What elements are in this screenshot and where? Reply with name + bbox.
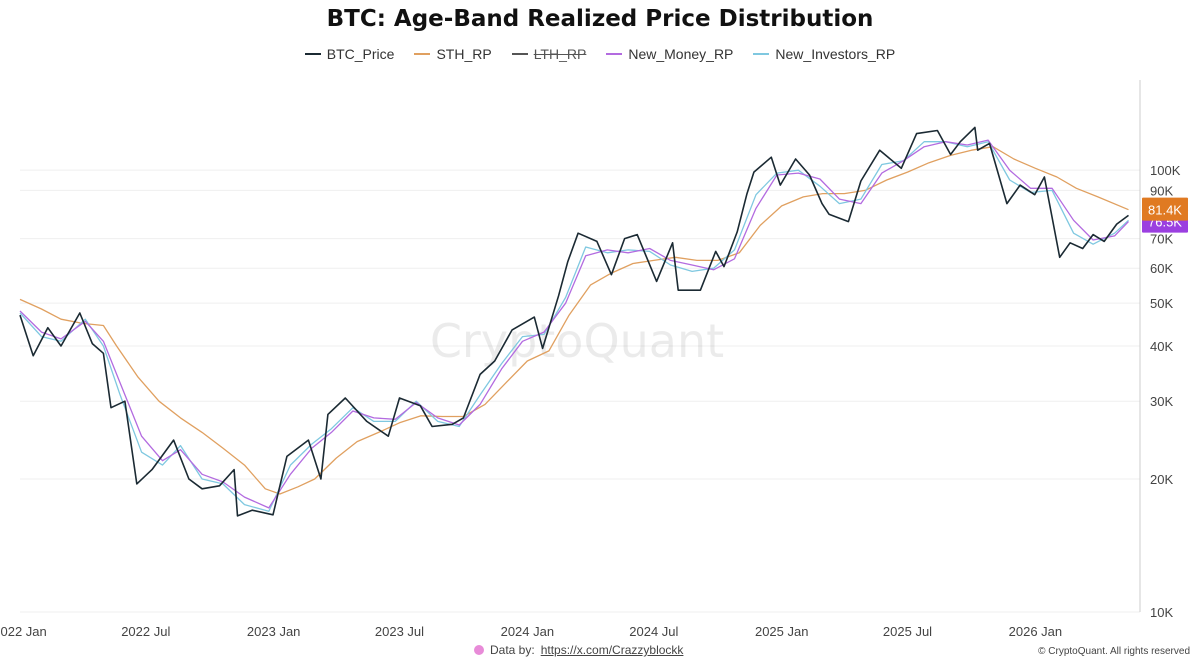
y-tick-label: 100K: [1150, 163, 1181, 178]
legend-item-btc-price[interactable]: BTC_Price: [304, 46, 395, 62]
x-tick-label: 2025 Jan: [755, 624, 809, 639]
series-layer: [19, 126, 1129, 517]
x-tick-label: 2022 Jan: [0, 624, 47, 639]
watermark: CryptoQuant: [430, 314, 724, 368]
series-line-new-money-rp: [19, 139, 1129, 509]
legend-label: STH_RP: [436, 46, 492, 62]
legend-label: LTH_RP: [533, 46, 587, 62]
x-tick-label: 2024 Jul: [629, 624, 678, 639]
legend-item-sth-rp[interactable]: STH_RP: [414, 46, 492, 62]
legend: BTC_Price STH_RP LTH_RP New_Money_RP New_Inv…: [0, 46, 1200, 62]
x-tick-label: 2024 Jan: [501, 624, 555, 639]
series-line-sth-rp: [19, 146, 1129, 495]
x-tick-label: 2023 Jan: [247, 624, 301, 639]
end-badge: 81.4K: [1142, 197, 1188, 221]
end-badge-text: 81.4K: [1148, 203, 1182, 218]
x-tick-label: 2025 Jul: [883, 624, 932, 639]
y-tick-label: 90K: [1150, 183, 1173, 198]
y-tick-label: 10K: [1150, 605, 1173, 620]
x-tick-labels: 2022 Jan 2022 Jul 2023 Jan 2023 Jul 2024 Jan…: [0, 624, 1062, 639]
legend-item-new-money-rp[interactable]: New_Money_RP: [606, 46, 733, 62]
y-tick-label: 60K: [1150, 261, 1173, 276]
data-dot-icon: [474, 645, 484, 655]
legend-swatch: [511, 53, 528, 55]
legend-swatch: [753, 53, 770, 55]
x-tick-label: 2023 Jul: [375, 624, 424, 639]
legend-swatch: [606, 53, 623, 55]
y-tick-label: 40K: [1150, 339, 1173, 354]
legend-swatch: [304, 53, 321, 55]
data-credit: Data by: https://x.com/Crazzyblockk: [474, 643, 683, 657]
legend-swatch: [414, 53, 431, 55]
y-tick-label: 70K: [1150, 232, 1173, 247]
series-line-btc-price: [19, 126, 1129, 517]
legend-item-new-investors-rp[interactable]: New_Investors_RP: [753, 46, 895, 62]
y-tick-label: 50K: [1150, 296, 1173, 311]
legend-label: BTC_Price: [326, 46, 395, 62]
copyright-text: © CryptoQuant. All rights reserved: [1038, 646, 1190, 657]
data-credit-prefix: Data by:: [490, 643, 535, 657]
y-tick-label: 20K: [1150, 472, 1173, 487]
x-tick-label: 2026 Jan: [1009, 624, 1063, 639]
grid-lines: [20, 169, 1140, 613]
x-tick-label: 2022 Jul: [121, 624, 170, 639]
y-tick-labels: 10K 20K 30K 40K 50K 60K 70K 90K 100K: [1150, 163, 1181, 620]
legend-label: New_Money_RP: [628, 46, 734, 62]
data-credit-link[interactable]: https://x.com/Crazzyblockk: [540, 643, 684, 657]
chart-title: BTC: Age-Band Realized Price Distributio…: [326, 6, 874, 32]
y-tick-label: 30K: [1150, 394, 1173, 409]
end-badge-bg: [1142, 197, 1188, 221]
legend-item-lth-rp[interactable]: LTH_RP: [511, 46, 587, 62]
legend-label: New_Investors_RP: [775, 46, 896, 62]
